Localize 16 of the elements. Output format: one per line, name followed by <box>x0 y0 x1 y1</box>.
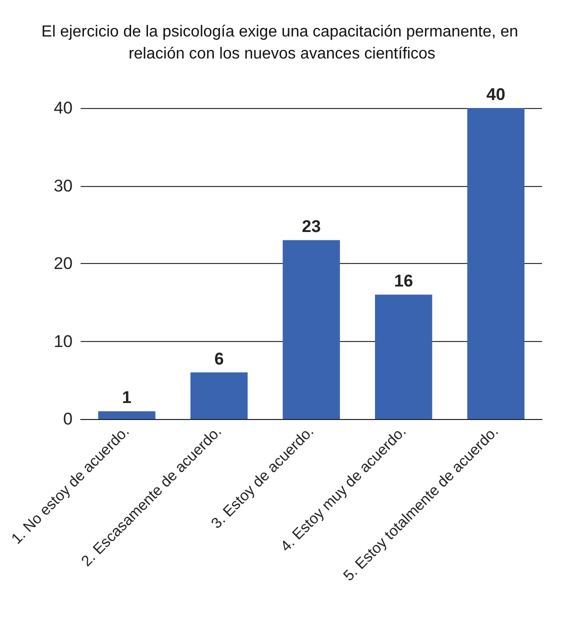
bar <box>282 240 340 419</box>
y-tick-label: 0 <box>63 410 73 428</box>
data-label: 1 <box>122 388 132 408</box>
data-label: 6 <box>214 349 224 368</box>
y-tick-label: 30 <box>54 176 73 196</box>
bar <box>467 108 524 419</box>
y-tick-label: 10 <box>54 332 73 351</box>
y-tick-label: 20 <box>54 254 73 273</box>
chart-title: El ejercicio de la psicología exige una capacitación permanente, en relación con los nuevos avances científicos <box>41 24 523 62</box>
bar <box>374 294 432 419</box>
data-label: 16 <box>394 272 414 291</box>
data-label: 40 <box>486 85 506 104</box>
bar <box>190 372 248 419</box>
bar <box>98 411 156 419</box>
data-label: 23 <box>302 217 321 236</box>
y-tick-label: 40 <box>54 98 73 118</box>
